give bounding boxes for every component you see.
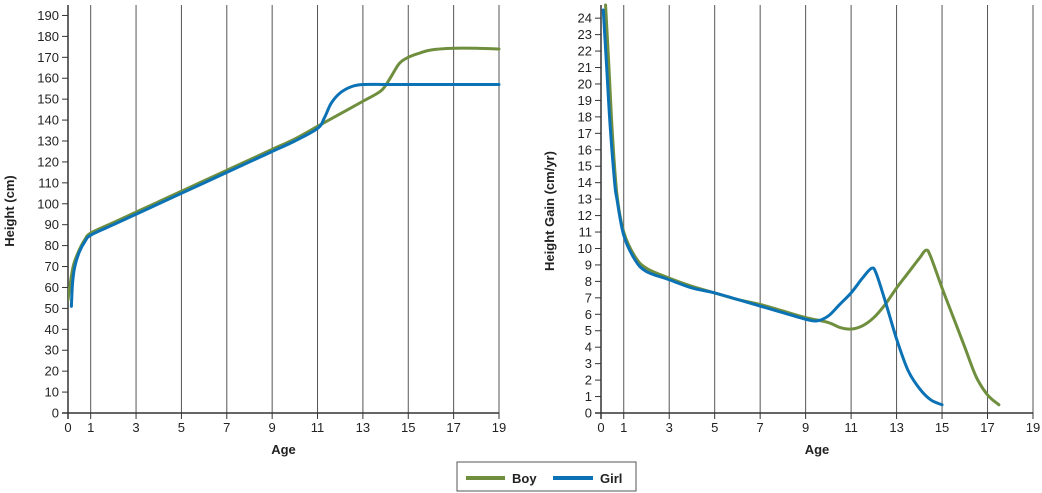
height-y-tick-label: 100 — [37, 196, 59, 211]
gain-y-tick-label: 5 — [585, 323, 592, 338]
height-y-tick-label: 50 — [45, 301, 59, 316]
gain-x-tick-label: 1 — [620, 420, 627, 435]
gain-y-tick-label: 1 — [585, 389, 592, 404]
gain-x-tick-label: 19 — [1026, 420, 1040, 435]
height-y-tick-label: 20 — [45, 364, 59, 379]
gain-y-tick-label: 21 — [578, 60, 592, 75]
height-x-tick-label: 3 — [132, 420, 139, 435]
height-y-tick-label: 90 — [45, 217, 59, 232]
gain-x-axis-title: Age — [805, 442, 830, 457]
height-y-tick-label: 80 — [45, 238, 59, 253]
legend: Boy Girl — [456, 461, 637, 492]
gain-y-tick-label: 4 — [585, 340, 592, 355]
gain-x-tick-label: 9 — [802, 420, 809, 435]
height-y-tick-label: 10 — [45, 385, 59, 400]
height-y-tick-label: 30 — [45, 343, 59, 358]
gain-y-tick-label: 17 — [578, 126, 592, 141]
legend-frame — [456, 461, 637, 492]
gain-x-tick-label: 7 — [757, 420, 764, 435]
height-x-tick-label: 9 — [269, 420, 276, 435]
gain-y-tick-label: 9 — [585, 257, 592, 272]
gain-y-tick-label: 16 — [578, 142, 592, 157]
gain-y-tick-label: 18 — [578, 109, 592, 124]
height-y-tick-label: 0 — [52, 406, 59, 421]
height-y-tick-label: 60 — [45, 280, 59, 295]
height-y-tick-label: 120 — [37, 154, 59, 169]
height-y-tick-label: 180 — [37, 29, 59, 44]
gain-x-tick-label: 11 — [844, 420, 858, 435]
height-x-tick-label: 15 — [401, 420, 415, 435]
gain-y-tick-label: 19 — [578, 93, 592, 108]
height-y-tick-label: 110 — [38, 175, 59, 190]
gain-y-tick-label: 11 — [579, 225, 593, 240]
gain-y-tick-label: 24 — [578, 11, 592, 26]
gain-x-tick-label: 13 — [889, 420, 903, 435]
height-x-axis-title: Age — [271, 442, 296, 457]
height-x-tick-label: 1 — [87, 420, 94, 435]
height-y-tick-label: 130 — [37, 134, 59, 149]
height-x-tick-label: 7 — [223, 420, 230, 435]
gain-y-axis-title: Height Gain (cm/yr) — [542, 151, 557, 271]
gain-series-girl — [601, 8, 944, 407]
height-y-tick-label: 150 — [37, 92, 59, 107]
height-y-axis-title: Height (cm) — [2, 175, 17, 247]
gain-y-tick-label: 3 — [585, 356, 592, 371]
height-x-tick-label: 19 — [492, 420, 506, 435]
height-x-tick-label: 0 — [64, 420, 71, 435]
height-gain-chart: 0123456789101112131415161718192021222324… — [542, 3, 1040, 457]
gain-x-tick-label: 17 — [980, 420, 994, 435]
gain-x-tick-label: 3 — [666, 420, 673, 435]
height-chart: 0102030405060708090100110120130140150160… — [2, 5, 506, 457]
height-x-tick-label: 11 — [311, 420, 325, 435]
height-y-tick-label: 70 — [45, 259, 59, 274]
height-y-tick-label: 170 — [37, 50, 59, 65]
legend-label-girl: Girl — [600, 471, 622, 486]
gain-y-tick-label: 6 — [585, 307, 592, 322]
gain-y-tick-label: 7 — [585, 290, 592, 305]
height-x-tick-label: 13 — [356, 420, 370, 435]
gain-x-tick-label: 5 — [711, 420, 718, 435]
gain-y-tick-label: 2 — [585, 373, 592, 388]
gain-y-tick-label: 10 — [578, 241, 592, 256]
height-y-tick-label: 40 — [45, 322, 59, 337]
gain-x-tick-label: 0 — [597, 420, 604, 435]
height-y-tick-label: 190 — [37, 8, 59, 23]
gain-y-tick-label: 0 — [585, 406, 592, 421]
gain-y-tick-label: 23 — [578, 27, 592, 42]
gain-y-tick-label: 22 — [578, 44, 592, 59]
gain-y-tick-label: 13 — [578, 192, 592, 207]
height-series-girl — [69, 82, 501, 308]
height-x-tick-label: 17 — [446, 420, 460, 435]
gain-y-tick-label: 20 — [578, 76, 592, 91]
legend-label-boy: Boy — [512, 471, 537, 486]
height-y-tick-label: 140 — [37, 113, 59, 128]
gain-x-tick-label: 15 — [935, 420, 949, 435]
height-y-tick-label: 160 — [37, 71, 59, 86]
gain-y-tick-label: 14 — [578, 175, 592, 190]
height-x-tick-label: 5 — [178, 420, 185, 435]
gain-y-tick-label: 15 — [578, 159, 592, 174]
gain-y-tick-label: 12 — [578, 208, 592, 223]
gain-y-tick-label: 8 — [585, 274, 592, 289]
gain-series-boy — [604, 3, 1001, 407]
